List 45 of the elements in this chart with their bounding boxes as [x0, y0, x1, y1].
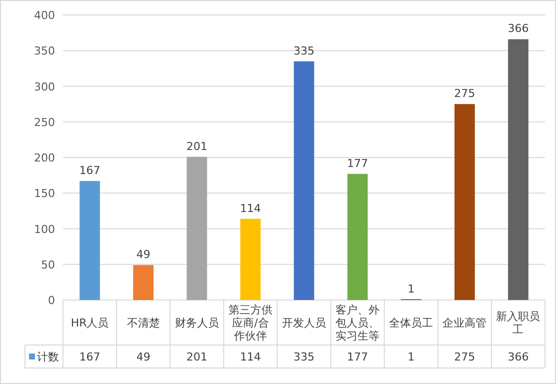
x-tick-label: 新入职员工 — [496, 310, 540, 336]
legend-label: 计数 — [37, 350, 59, 364]
y-tick-label: 150 — [34, 187, 55, 200]
y-tick-label: 250 — [34, 116, 55, 129]
text: 49 — [136, 248, 150, 262]
y-tick-label: 200 — [34, 152, 55, 164]
text: 366 — [508, 22, 529, 36]
bar — [294, 61, 314, 300]
data-label: 275 — [454, 350, 476, 364]
y-tick-label: 350 — [34, 44, 55, 58]
y-tick-label: 0 — [48, 294, 55, 307]
x-tick-label: 不清楚 — [126, 316, 160, 330]
text: 167 — [79, 164, 100, 178]
x-tick-label: 第三方供应商/合作伙伴 — [228, 304, 272, 342]
text: 335 — [294, 44, 314, 58]
data-label: 49 — [136, 350, 150, 364]
x-tick-label: 全体员工 — [389, 316, 434, 330]
data-label: 1 — [408, 350, 415, 364]
x-tick-label: 财务人员 — [174, 316, 219, 330]
text: 177 — [347, 156, 368, 170]
bar — [80, 181, 100, 300]
data-label: 114 — [240, 350, 261, 364]
data-label: 177 — [347, 350, 368, 364]
bar — [508, 39, 528, 300]
text: 275 — [454, 87, 476, 100]
bar — [133, 265, 154, 300]
x-tick-label: HR人员 — [70, 316, 109, 330]
x-tick-label: 客户、外包人员、实习生等 — [336, 304, 380, 342]
text: 1 — [408, 282, 415, 296]
bar — [454, 104, 475, 300]
x-tick-label: 企业高管 — [442, 316, 487, 330]
y-tick-label: 100 — [34, 222, 55, 236]
data-label: 167 — [79, 350, 100, 364]
bar — [240, 218, 261, 300]
text: 114 — [240, 202, 261, 215]
data-label: 201 — [186, 350, 208, 364]
bar — [186, 156, 208, 300]
x-tick-label: 开发人员 — [282, 316, 326, 330]
data-label: 366 — [508, 350, 529, 364]
y-tick-label: 50 — [41, 258, 55, 272]
bar — [347, 174, 368, 300]
y-tick-label: 400 — [34, 9, 55, 22]
y-tick-label: 300 — [34, 80, 55, 94]
data-label: 335 — [294, 350, 314, 364]
text: 201 — [186, 140, 208, 153]
